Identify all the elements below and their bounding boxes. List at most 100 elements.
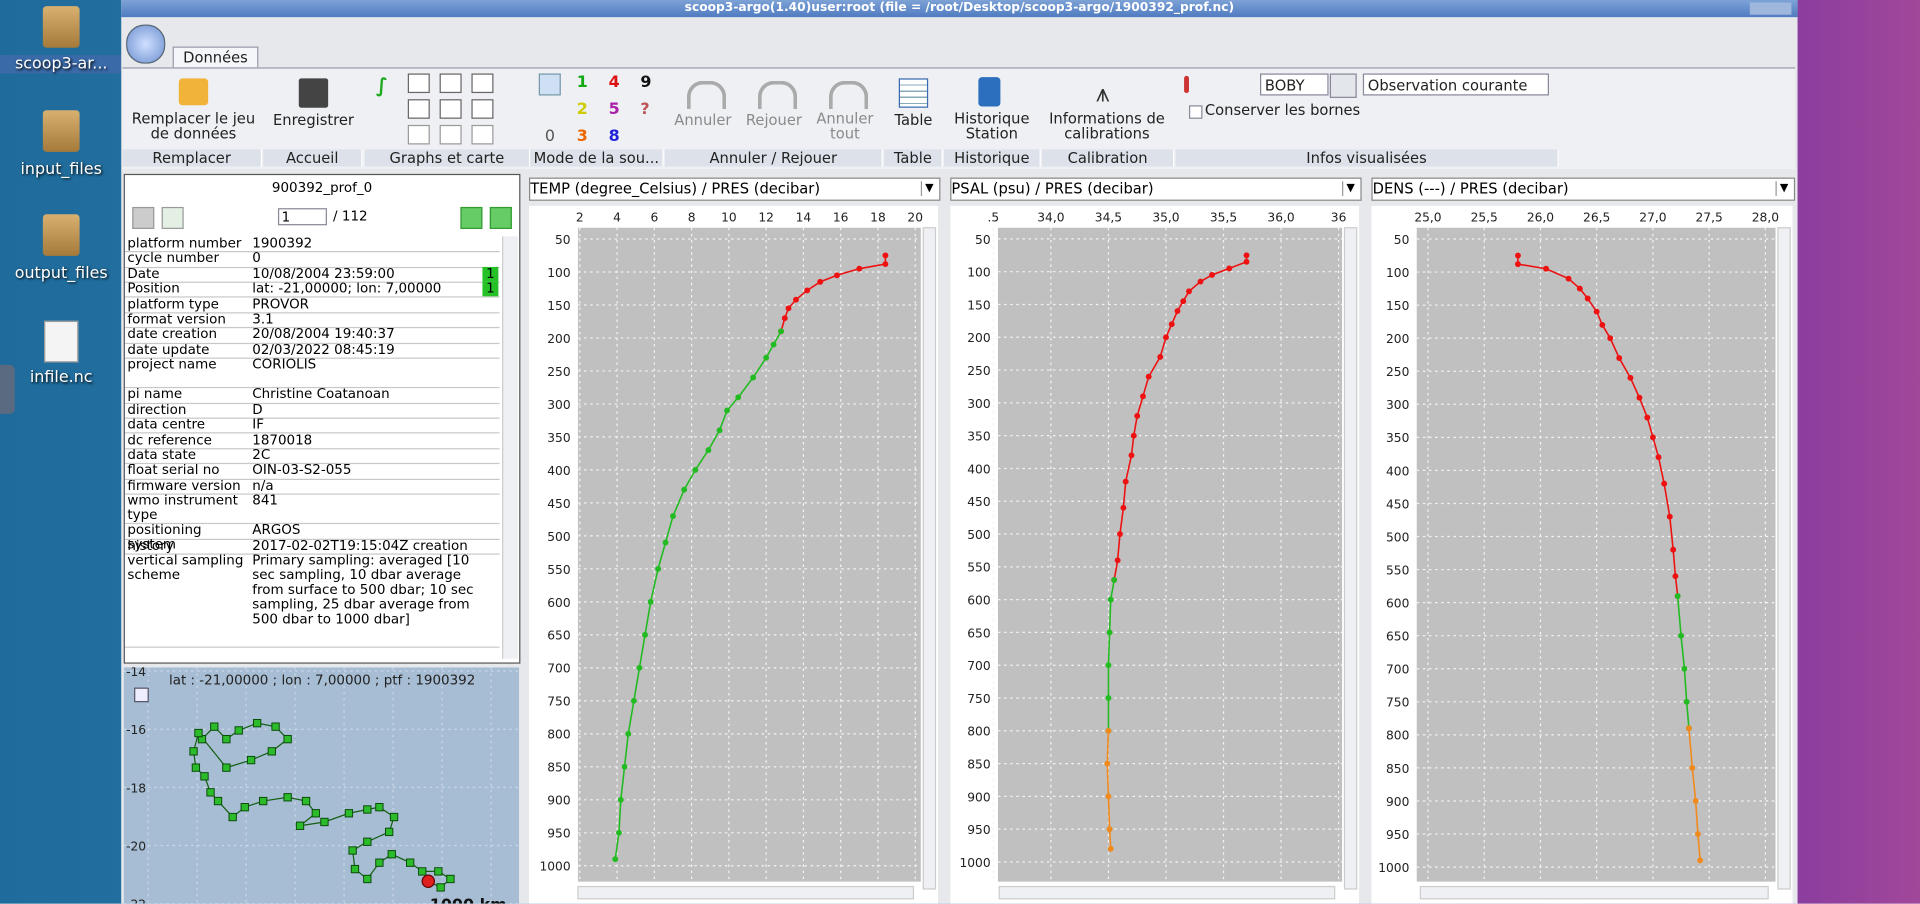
scrollbar[interactable] (502, 236, 518, 659)
checkbox[interactable] (1188, 105, 1203, 119)
profile-point (1627, 374, 1634, 381)
field-name: float serial no (127, 462, 220, 479)
checkbox-label[interactable]: Conserver les bornes (1204, 101, 1361, 119)
combo-box[interactable]: BOBY (1260, 73, 1329, 96)
mode-digit[interactable]: ? (640, 100, 650, 119)
redo-button[interactable]: Rejouer (745, 111, 802, 129)
info-row: Position lat: -21,00000; lon: 7,00000 1 (124, 281, 500, 299)
field-name: wmo instrument type (127, 492, 238, 524)
desktop-icon-label[interactable]: input_files (20, 160, 102, 179)
last-button[interactable] (489, 206, 512, 229)
magnifier-button[interactable] (1329, 73, 1357, 98)
mode-digit[interactable]: 2 (576, 100, 588, 119)
profile-point (1649, 434, 1656, 441)
profile-point (1117, 531, 1123, 537)
mode-digit[interactable]: 8 (608, 127, 620, 146)
graph-tools: ∫ (376, 73, 535, 146)
track-point (194, 728, 203, 738)
plot: .5 34,0 34,5 35,0 35,5 36,0 36 50 100 150 200 250 30… (950, 205, 1360, 904)
profile-point (1120, 504, 1127, 511)
profile-point (763, 354, 770, 361)
profile-point (724, 407, 730, 414)
dropdown-arrow: ▼ (1775, 181, 1792, 196)
calib-button[interactable]: Informations de calibrations (1049, 110, 1165, 143)
tab[interactable]: Données (172, 46, 259, 68)
desktop-icon-label[interactable]: output_files (14, 264, 108, 283)
plot-header[interactable]: TEMP (degree_Celsius) / PRES (decibar) ▼ (528, 177, 941, 201)
desktop-icon-label[interactable]: scoop3-ar... (0, 55, 123, 74)
app-button[interactable] (126, 24, 166, 64)
profile-point (793, 296, 799, 303)
profile-point (1140, 393, 1146, 400)
first-button[interactable] (132, 206, 155, 229)
info-row: vertical sampling scheme Primary sampling… (124, 552, 500, 648)
field-value: 20/08/2004 19:40:37 (252, 326, 395, 343)
profile-point (1243, 258, 1250, 265)
y-tick-label: 450 (1386, 497, 1409, 511)
y-tick-label: 300 (967, 397, 990, 411)
x-tick-label: .5 (988, 211, 1000, 225)
profile-point (1104, 760, 1111, 767)
mode-digit[interactable]: 0 (544, 127, 556, 146)
prev-button[interactable] (161, 206, 184, 229)
field-name: platform number (127, 236, 242, 252)
profile-point (1106, 826, 1113, 833)
next-button[interactable] (460, 206, 483, 229)
profile-point (1692, 798, 1699, 804)
window-controls[interactable] (1749, 2, 1792, 15)
side-handle[interactable] (0, 364, 15, 414)
y-tick-label: 700 (967, 659, 990, 673)
x-tick-label: 35,0 (1152, 211, 1179, 225)
y-tick-label: 600 (1386, 597, 1409, 611)
table-icon (898, 78, 929, 108)
track-point (271, 722, 280, 731)
desktop-icon-label[interactable]: infile.nc (29, 368, 93, 387)
field-value: IF (252, 416, 264, 433)
profile-point (1515, 261, 1521, 268)
mode-digit[interactable]: 9 (640, 73, 652, 92)
h-scrollbar (998, 885, 1336, 900)
field-name: data centre (127, 416, 206, 433)
profile-point (1607, 335, 1614, 342)
dropdown-arrow: ▼ (1342, 181, 1358, 196)
profile-point (781, 315, 788, 322)
mode-digit[interactable]: 1 (576, 73, 588, 92)
desktop-icon[interactable] (42, 110, 80, 152)
replace-button[interactable]: Remplacer le jeu de données (131, 110, 256, 143)
info-row: pi name Christine Coatanoan (124, 387, 500, 404)
plot-header[interactable]: PSAL (psu) / PRES (decibar) ▼ (950, 177, 1362, 201)
y-tick-label: 200 (967, 331, 990, 345)
field-name: date update (127, 341, 210, 358)
mode-digit[interactable]: 3 (576, 127, 588, 146)
field-value: Primary sampling: averaged [10 sec sampl… (252, 552, 474, 628)
mode-digit[interactable]: 5 (608, 100, 620, 119)
group-label: Historique (944, 149, 1041, 167)
profile-point (647, 598, 654, 605)
save-button[interactable]: Enregistrer (272, 111, 354, 129)
desktop-icon[interactable] (44, 320, 79, 363)
desktop-icon[interactable] (42, 214, 80, 256)
y-tick-label: 650 (547, 629, 570, 643)
field-name: cycle number (127, 250, 220, 267)
table-button[interactable]: Table (894, 111, 933, 129)
y-tick-label: 450 (967, 495, 990, 509)
profile-point (817, 278, 824, 285)
y-tick-label: 850 (967, 757, 990, 771)
profile-point (1243, 252, 1250, 259)
field-value: D (252, 401, 263, 418)
undo-all-button[interactable]: Annuler tout (816, 110, 874, 143)
plot-header[interactable]: DENS (---) / PRES (decibar) ▼ (1371, 177, 1796, 201)
combo-box[interactable]: Observation courante (1362, 73, 1549, 96)
mode-digit[interactable]: 4 (608, 73, 620, 92)
history-button[interactable]: Historique Station (954, 110, 1030, 143)
profile-point (834, 272, 840, 279)
profile-point (1163, 334, 1169, 341)
y-tick-label: 650 (967, 626, 990, 640)
x-tick-label: 20 (907, 211, 923, 225)
y-tick-label: 350 (1386, 431, 1409, 445)
field-value: PROVOR (252, 295, 310, 312)
desktop-icon[interactable] (42, 6, 80, 48)
page-input[interactable]: 1 (277, 208, 327, 226)
select-tool[interactable] (538, 73, 561, 96)
undo-button[interactable]: Annuler (674, 111, 732, 129)
